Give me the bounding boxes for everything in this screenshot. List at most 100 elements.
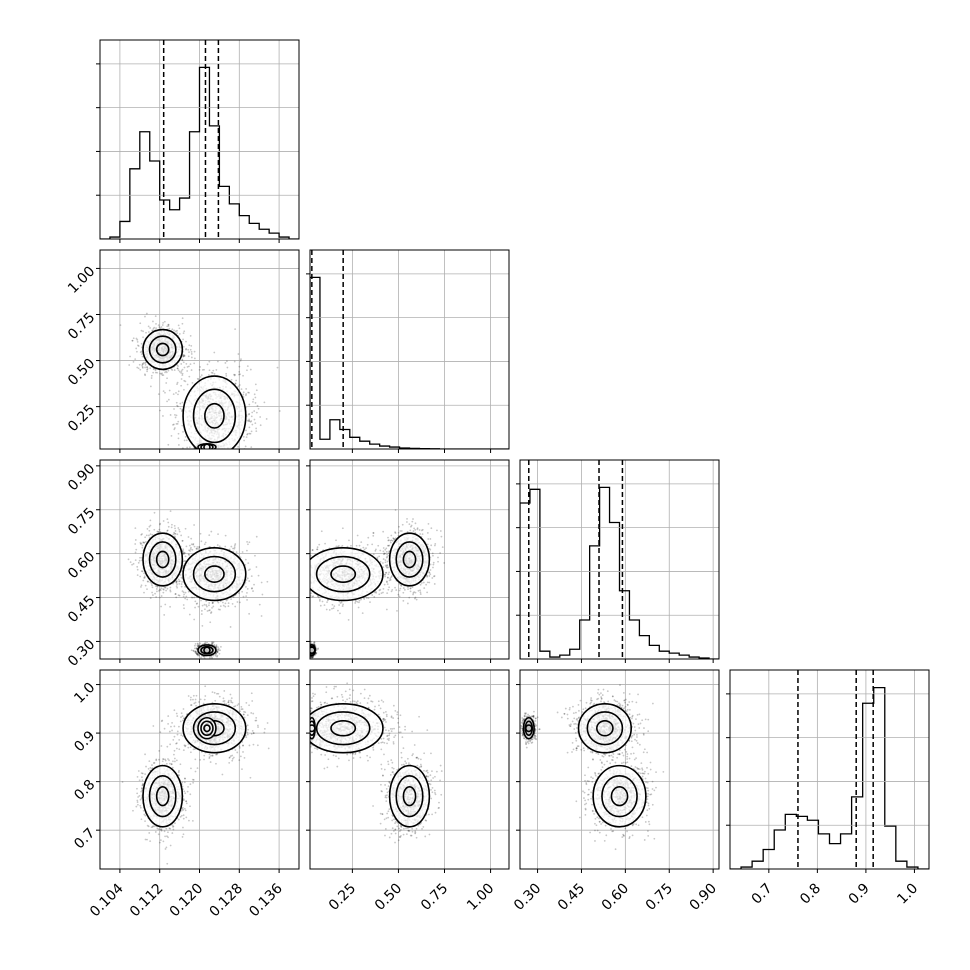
sample-point bbox=[175, 401, 178, 404]
sample-point bbox=[253, 583, 255, 586]
sample-point bbox=[211, 454, 213, 456]
sample-point bbox=[151, 591, 153, 594]
sample-point bbox=[256, 404, 259, 407]
sample-point bbox=[187, 553, 190, 556]
sample-point bbox=[197, 644, 200, 647]
sample-point bbox=[156, 585, 159, 588]
sample-point bbox=[200, 540, 203, 543]
sample-point bbox=[242, 435, 245, 438]
sample-point bbox=[164, 586, 167, 589]
sample-point bbox=[177, 369, 180, 372]
sample-point bbox=[173, 535, 176, 538]
sample-point bbox=[242, 391, 245, 394]
sample-point bbox=[235, 450, 237, 452]
sample-point bbox=[136, 350, 138, 353]
sample-point bbox=[213, 456, 215, 458]
sample-point bbox=[187, 508, 189, 510]
sample-point bbox=[248, 580, 251, 582]
sample-point bbox=[224, 460, 226, 462]
sample-point bbox=[261, 593, 264, 596]
sample-point bbox=[181, 317, 184, 320]
sample-point bbox=[149, 385, 152, 388]
sample-point bbox=[146, 368, 148, 371]
sample-point bbox=[211, 451, 213, 453]
sample-point bbox=[205, 453, 207, 455]
sample-point bbox=[233, 547, 236, 550]
sample-point bbox=[176, 329, 178, 332]
sample-point bbox=[246, 577, 249, 580]
sample-point bbox=[128, 364, 131, 366]
sample-point bbox=[196, 450, 198, 452]
sample-point bbox=[188, 375, 191, 378]
sample-point bbox=[246, 432, 249, 435]
sample-point bbox=[255, 430, 258, 432]
sample-point bbox=[129, 355, 131, 358]
sample-point bbox=[213, 462, 215, 464]
sample-point bbox=[187, 355, 190, 358]
sample-point bbox=[167, 323, 170, 326]
sample-point bbox=[245, 388, 248, 390]
sample-point bbox=[208, 450, 210, 452]
sample-point bbox=[188, 544, 191, 547]
sample-point bbox=[157, 531, 160, 533]
sample-point bbox=[250, 575, 253, 578]
sample-point bbox=[206, 363, 209, 366]
sample-point bbox=[210, 371, 213, 374]
sample-point bbox=[164, 603, 167, 606]
sample-point bbox=[183, 551, 186, 554]
sample-point bbox=[164, 391, 166, 394]
sample-point bbox=[208, 450, 210, 452]
sample-point bbox=[213, 450, 215, 452]
sample-point bbox=[141, 355, 144, 358]
sample-point bbox=[242, 595, 245, 598]
sample-point bbox=[190, 350, 193, 353]
sample-point bbox=[195, 547, 198, 550]
sample-point bbox=[247, 569, 250, 572]
sample-point bbox=[173, 531, 175, 534]
sample-point bbox=[183, 379, 186, 382]
sample-point bbox=[172, 423, 175, 426]
sample-point bbox=[152, 594, 154, 596]
sample-point bbox=[212, 641, 215, 644]
sample-point bbox=[176, 383, 178, 385]
sample-point bbox=[185, 340, 187, 343]
sample-point bbox=[146, 366, 149, 369]
sample-point bbox=[142, 541, 145, 544]
sample-point bbox=[248, 420, 251, 423]
sample-point bbox=[259, 424, 262, 427]
sample-point bbox=[167, 369, 170, 372]
sample-point bbox=[158, 523, 161, 526]
sample-point bbox=[257, 574, 260, 577]
sample-point bbox=[208, 609, 211, 612]
sample-point bbox=[147, 331, 150, 333]
sample-point bbox=[203, 642, 206, 645]
sample-point bbox=[203, 603, 206, 606]
sample-point bbox=[215, 474, 217, 476]
sample-point bbox=[276, 366, 279, 369]
sample-point bbox=[255, 389, 258, 392]
sample-point bbox=[195, 652, 198, 655]
sample-point bbox=[193, 618, 196, 621]
panel-frame bbox=[309, 249, 510, 450]
sample-point bbox=[248, 403, 251, 406]
sample-point bbox=[166, 400, 168, 403]
sample-point bbox=[188, 344, 191, 347]
sample-point bbox=[218, 652, 221, 655]
sample-point bbox=[173, 524, 176, 527]
sample-point bbox=[177, 437, 180, 440]
sample-point bbox=[210, 450, 212, 452]
sample-point bbox=[176, 367, 179, 370]
sample-point bbox=[173, 329, 175, 332]
sample-point bbox=[139, 368, 142, 371]
sample-point bbox=[250, 420, 253, 422]
sample-point bbox=[156, 585, 159, 588]
sample-point bbox=[217, 647, 220, 650]
sample-point bbox=[179, 574, 182, 576]
sample-point bbox=[230, 378, 233, 381]
sample-point bbox=[162, 588, 165, 590]
sample-point bbox=[234, 474, 236, 476]
sample-point bbox=[157, 393, 160, 396]
sample-point bbox=[181, 424, 184, 427]
sample-point bbox=[211, 455, 213, 457]
sample-point bbox=[163, 586, 166, 589]
